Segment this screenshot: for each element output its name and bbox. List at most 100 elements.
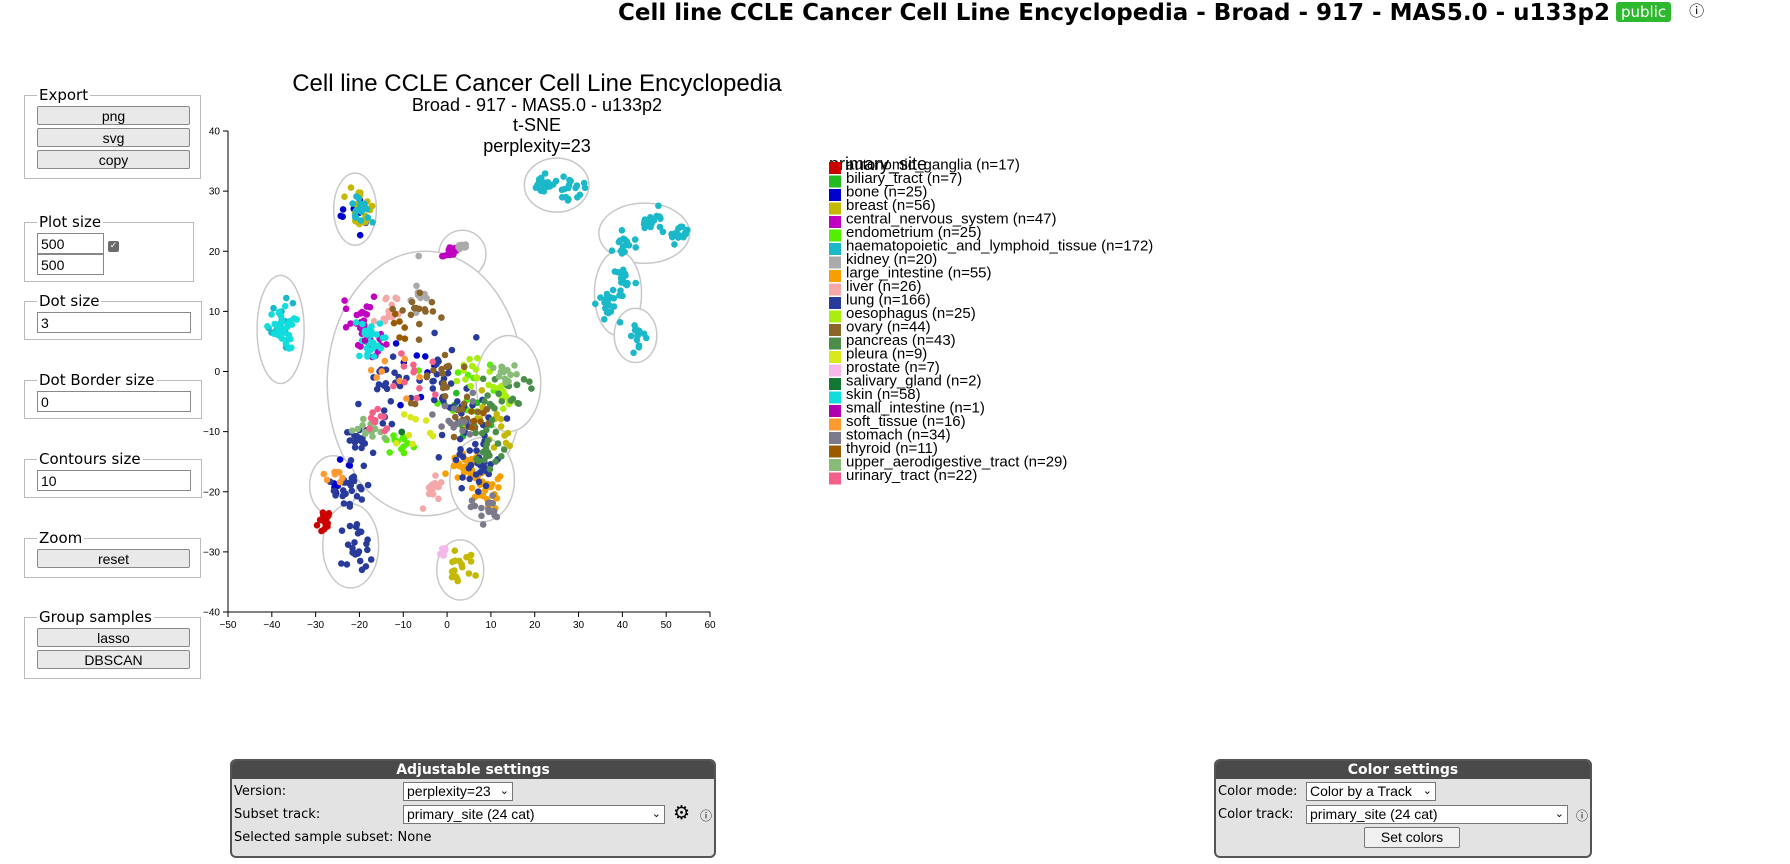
data-point (469, 389, 477, 397)
data-point (438, 314, 445, 321)
data-point (485, 506, 492, 513)
data-point (509, 395, 517, 403)
legend-item-label: ovary (n=44) (846, 319, 931, 336)
data-point (358, 438, 366, 446)
data-point (484, 420, 492, 428)
data-point (398, 428, 405, 436)
data-point (486, 465, 494, 473)
legend-item-label: pleura (n=9) (846, 346, 927, 363)
data-point (429, 358, 436, 366)
data-point (507, 371, 514, 379)
data-point (416, 385, 423, 392)
data-point (377, 345, 385, 352)
data-point (264, 323, 271, 330)
contours-size-input[interactable] (37, 470, 191, 491)
data-point (355, 195, 363, 202)
x-tick-label: 50 (661, 620, 673, 631)
export-png-button[interactable]: png (37, 106, 190, 125)
data-point (450, 405, 458, 413)
color-track-select[interactable]: primary_site (24 cat) ⌄ (1306, 805, 1568, 824)
data-point (496, 473, 504, 480)
data-point (416, 320, 423, 328)
data-point (641, 218, 648, 226)
legend: autonomic_ganglia (n=17)biliary_tract (n… (829, 157, 1153, 485)
data-point (592, 300, 599, 308)
data-point (401, 324, 408, 331)
data-point (430, 367, 437, 374)
data-point (369, 409, 376, 416)
x-tick-label: −10 (395, 620, 412, 631)
data-point (472, 471, 480, 478)
subset-track-select[interactable]: primary_site (24 cat) ⌄ (403, 805, 665, 824)
data-point (364, 536, 371, 543)
chart-subtitle-2: t-SNE (513, 115, 561, 135)
data-point (371, 416, 379, 424)
data-point (619, 266, 627, 274)
legend-item-label: skin (n=58) (846, 386, 921, 403)
tsne-chart[interactable]: Cell line CCLE Cancer Cell Line Encyclop… (203, 60, 1220, 780)
data-point (454, 398, 461, 405)
data-point (475, 488, 482, 496)
data-point (374, 405, 381, 413)
data-point (352, 319, 360, 326)
link-size-checkbox[interactable]: ✓ (108, 240, 119, 252)
data-point (370, 353, 378, 360)
legend-swatch (829, 256, 841, 269)
data-point (410, 361, 417, 369)
data-point (286, 317, 294, 325)
data-point (528, 385, 535, 392)
data-point (354, 341, 362, 349)
data-point (610, 295, 618, 302)
legend-item-label: central_nervous_system (n=47) (846, 211, 1057, 228)
group-samples-legend: Group samples (39, 608, 152, 626)
data-point (354, 550, 362, 557)
zoom-reset-button[interactable]: reset (37, 549, 190, 568)
data-point (484, 392, 491, 399)
version-select[interactable]: perplexity=23 ⌄ (403, 782, 513, 801)
data-point (411, 367, 418, 374)
set-colors-button[interactable]: Set colors (1364, 827, 1460, 848)
data-point (278, 335, 286, 342)
dot-size-input[interactable] (37, 312, 191, 333)
legend-item-label: breast (n=56) (846, 197, 936, 214)
data-point (373, 374, 380, 381)
data-point (640, 330, 648, 338)
subset-info-icon[interactable]: ⓘ (700, 809, 713, 823)
lasso-button[interactable]: lasso (37, 628, 190, 647)
data-point (359, 422, 366, 429)
legend-item-label: salivary_gland (n=2) (846, 373, 982, 390)
plot-height-input[interactable] (37, 254, 104, 275)
color-track-info-icon[interactable]: ⓘ (1576, 809, 1589, 823)
dbscan-button[interactable]: DBSCAN (37, 650, 190, 669)
gear-icon[interactable]: ⚙ (673, 802, 691, 824)
data-point (479, 375, 487, 383)
data-point (632, 244, 639, 251)
plot-width-input[interactable] (37, 233, 104, 254)
data-point (401, 335, 409, 343)
color-settings-title: Color settings (1216, 761, 1590, 779)
export-svg-button[interactable]: svg (37, 128, 190, 147)
legend-swatch (829, 297, 841, 309)
data-point (617, 287, 624, 294)
data-point (422, 353, 429, 360)
legend-swatch (829, 405, 841, 417)
data-point (320, 516, 327, 524)
data-point (468, 408, 475, 415)
data-point (478, 512, 485, 520)
color-mode-select[interactable]: Color by a Track ⌄ (1306, 782, 1436, 801)
data-point (435, 358, 442, 365)
version-label: Version: (234, 784, 287, 799)
data-point (383, 341, 390, 348)
data-point (403, 395, 410, 402)
data-point (368, 328, 375, 335)
data-point (363, 205, 371, 213)
data-point (495, 484, 502, 491)
export-copy-button[interactable]: copy (37, 150, 190, 169)
version-caret-icon: ⌄ (499, 785, 509, 797)
data-point (616, 319, 624, 326)
info-icon[interactable]: ⓘ (1689, 2, 1705, 20)
dot-border-input[interactable] (37, 391, 191, 412)
contour-ellipse (523, 157, 590, 213)
export-group: Export png svg copy (24, 86, 201, 179)
data-point (400, 363, 408, 370)
